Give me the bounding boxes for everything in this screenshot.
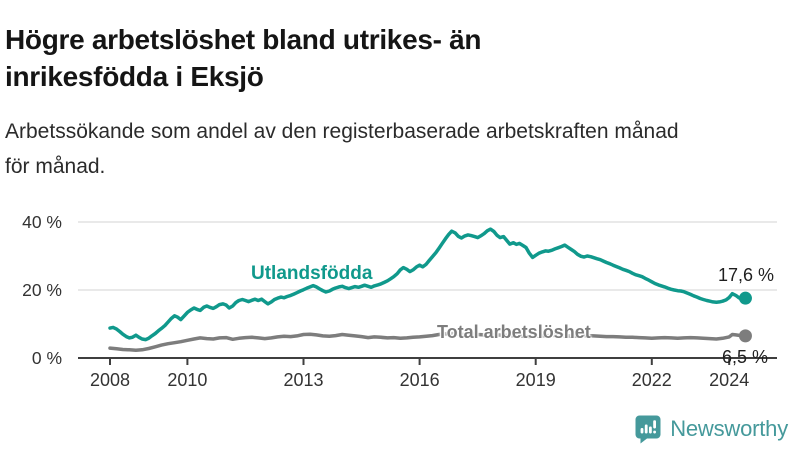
chart-subtitle: Arbetssökande som andel av den registerb…: [5, 114, 679, 184]
series-end-dot-utlandsfodda: [738, 291, 752, 305]
x-tick-label: 2008: [90, 370, 130, 390]
end-value-label-utlandsfodda: 17,6 %: [717, 265, 774, 285]
y-tick-label: 0 %: [32, 348, 62, 368]
title-line-2: inrikesfödda i Eksjö: [5, 60, 264, 92]
subtitle-line-2: för månad.: [5, 155, 106, 178]
newsworthy-logo[interactable]: Newsworthy: [634, 414, 788, 444]
x-tick-label: 2016: [400, 370, 440, 390]
subtitle-line-1: Arbetssökande som andel av den registerb…: [5, 120, 679, 143]
series-end-dot-total: [738, 329, 752, 343]
series-label-total-arbetsloshet: Total arbetslöshet: [437, 322, 591, 342]
x-tick-label: 2010: [167, 370, 207, 390]
series-line-utlandsfodda: [108, 227, 748, 342]
line-chart: 0 % 20 % 40 % 2008 2010 2013 2016 2019 2022 2024: [22, 212, 777, 390]
bar-chart-speech-bubble-icon: [635, 415, 661, 444]
end-value-label-total: 6,5 %: [721, 347, 768, 367]
series-line-total: [108, 331, 748, 352]
x-tick-label: 2019: [516, 370, 556, 390]
title-line-1: Högre arbetslöshet bland utrikes- än: [5, 23, 482, 55]
newsworthy-wordmark: Newsworthy: [670, 416, 788, 441]
page-title: Högre arbetslöshet bland utrikes- än inri…: [5, 21, 482, 95]
y-tick-label: 40 %: [22, 212, 62, 232]
series-label-utlandsfodda: Utlandsfödda: [251, 263, 373, 284]
x-tick-label: 2013: [283, 370, 323, 390]
x-tick-label: 2024: [709, 370, 749, 390]
x-tick-label: 2022: [632, 370, 672, 390]
y-tick-label: 20 %: [22, 280, 62, 300]
